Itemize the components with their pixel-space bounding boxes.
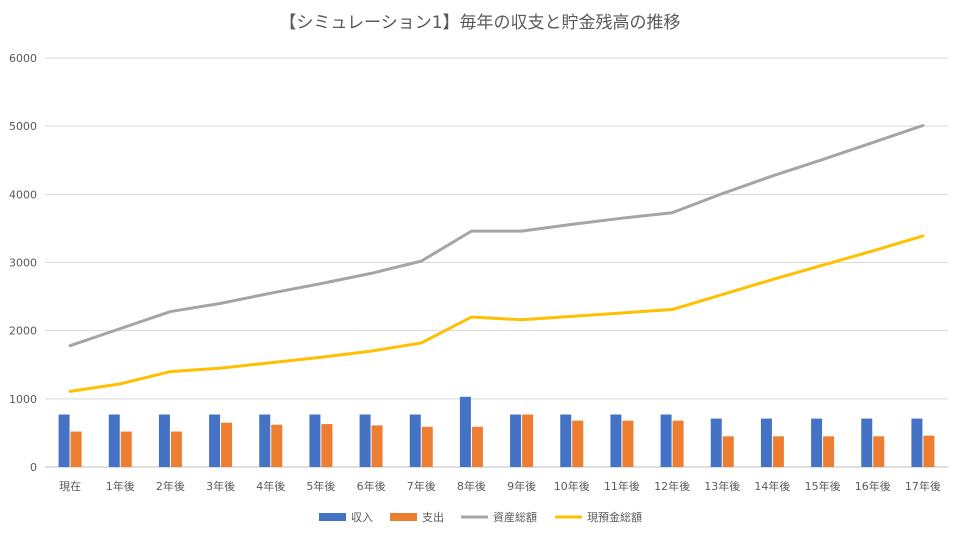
legend: 収入 支出 資産総額 現預金総額 [319, 510, 642, 524]
bar-income [259, 414, 271, 467]
bar-expense [522, 414, 534, 467]
bar-income [158, 414, 170, 467]
chart-title: 【シミュレーション1】毎年の収支と貯金残高の推移 [279, 13, 680, 33]
x-tick-label: 3年後 [206, 479, 235, 493]
bar-income [409, 414, 421, 467]
x-tick-label: 10年後 [554, 479, 590, 493]
bar-income [911, 418, 923, 467]
legend-label: 資産総額 [493, 510, 537, 524]
line-series [68, 123, 925, 393]
y-tick-label: 2000 [9, 325, 37, 338]
bar-expense [622, 420, 634, 467]
legend-swatch [390, 513, 417, 521]
y-tick-label: 5000 [9, 120, 37, 133]
bar-income [660, 414, 672, 467]
x-tick-label: 16年後 [855, 479, 891, 493]
x-tick-label: 9年後 [507, 479, 536, 493]
x-tick-label: 17年後 [905, 479, 941, 493]
bar-income [58, 414, 70, 467]
y-tick-label: 6000 [9, 52, 37, 65]
bar-expense [823, 436, 835, 467]
x-tick-label: 2年後 [156, 479, 185, 493]
bar-income [760, 418, 772, 467]
legend-label: 現預金総額 [587, 510, 642, 524]
x-tick-label: 1年後 [106, 479, 135, 493]
y-axis: 0 1000 2000 3000 4000 5000 6000 [9, 52, 37, 474]
line-total-assets [68, 123, 925, 348]
x-tick-label: 13年後 [704, 479, 740, 493]
bar-income [610, 414, 622, 467]
gridlines [45, 57, 948, 468]
bar-income [710, 418, 722, 467]
bar-income [359, 414, 371, 467]
bar-expense [722, 436, 734, 467]
bar-expense [873, 436, 885, 467]
bar-expense [672, 420, 684, 467]
bar-expense [221, 422, 233, 467]
bar-expense [923, 435, 935, 467]
x-tick-label: 6年後 [357, 479, 386, 493]
bar-expense [70, 431, 82, 467]
legend-label: 収入 [351, 511, 373, 524]
x-axis: 現在 1年後 2年後 3年後 4年後 5年後 6年後 7年後 8年後 9年後 10年後 11年後 12年… [59, 479, 941, 493]
bar-income [459, 396, 471, 467]
bar-expense [471, 426, 483, 467]
bar-series [58, 396, 935, 467]
bar-income [510, 414, 522, 467]
x-tick-label: 5年後 [306, 479, 335, 493]
x-tick-label: 12年後 [654, 479, 690, 493]
bar-expense [271, 424, 283, 467]
x-tick-label: 15年後 [805, 479, 841, 493]
legend-swatch [319, 513, 346, 521]
bar-income [209, 414, 221, 467]
bar-expense [170, 431, 182, 467]
x-tick-label: 4年後 [256, 479, 285, 493]
y-tick-label: 1000 [9, 393, 37, 406]
y-tick-label: 4000 [9, 188, 37, 201]
x-tick-label: 8年後 [457, 479, 486, 493]
x-tick-label: 14年後 [754, 479, 790, 493]
x-tick-label: 現在 [59, 480, 81, 493]
bar-income [309, 414, 321, 467]
bar-income [560, 414, 572, 467]
bar-income [861, 418, 873, 467]
bar-expense [572, 420, 584, 467]
x-tick-label: 7年後 [407, 479, 436, 493]
bar-expense [371, 425, 383, 467]
x-tick-label: 11年後 [604, 479, 640, 493]
bar-income [108, 414, 120, 467]
y-tick-label: 0 [30, 461, 37, 474]
bar-expense [772, 436, 784, 467]
legend-label: 支出 [422, 510, 444, 524]
bar-expense [421, 426, 433, 467]
bar-expense [321, 424, 333, 467]
bar-income [811, 418, 823, 467]
y-tick-label: 3000 [9, 257, 37, 270]
bar-expense [120, 431, 132, 467]
line-cash-deposits [68, 234, 925, 393]
